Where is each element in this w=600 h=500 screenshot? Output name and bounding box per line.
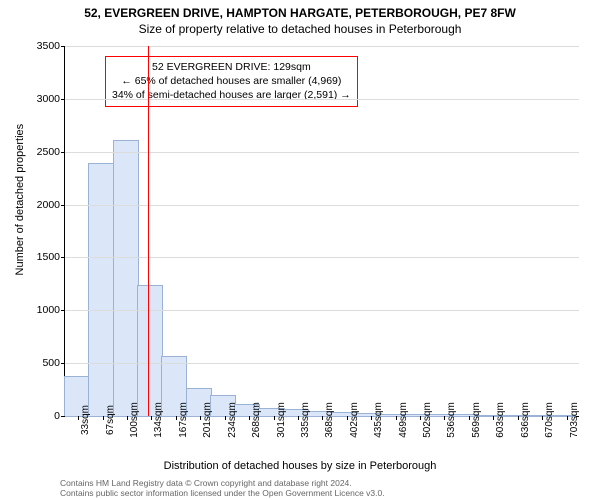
ytick-label: 0: [24, 410, 60, 422]
xtick-mark: [127, 416, 128, 420]
ytick-label: 500: [24, 357, 60, 369]
ytick-label: 1000: [24, 304, 60, 316]
x-axis-label: Distribution of detached houses by size …: [0, 460, 600, 472]
xtick-label: 402sqm: [349, 402, 360, 438]
chart-container: 52, EVERGREEN DRIVE, HAMPTON HARGATE, PE…: [0, 0, 600, 500]
xtick-mark: [420, 416, 421, 420]
xtick-label: 368sqm: [324, 402, 335, 438]
xtick-label: 502sqm: [422, 402, 433, 438]
ytick-mark: [61, 257, 65, 258]
xtick-label: 536sqm: [446, 402, 457, 438]
ytick-label: 1500: [24, 251, 60, 263]
xtick-label: 268sqm: [251, 402, 262, 438]
xtick-label: 234sqm: [227, 402, 238, 438]
ytick-label: 2500: [24, 146, 60, 158]
histogram-bar: [114, 141, 138, 416]
ytick-mark: [61, 205, 65, 206]
gridline: [65, 46, 579, 47]
xtick-label: 569sqm: [471, 402, 482, 438]
xtick-label: 603sqm: [495, 402, 506, 438]
xtick-mark: [225, 416, 226, 420]
xtick-mark: [103, 416, 104, 420]
xtick-label: 167sqm: [178, 402, 189, 438]
xtick-label: 703sqm: [569, 402, 580, 438]
xtick-label: 469sqm: [398, 402, 409, 438]
ytick-mark: [61, 363, 65, 364]
gridline: [65, 363, 579, 364]
xtick-mark: [78, 416, 79, 420]
xtick-label: 100sqm: [129, 402, 140, 438]
gridline: [65, 152, 579, 153]
ytick-mark: [61, 310, 65, 311]
ytick-mark: [61, 152, 65, 153]
footer-line1: Contains HM Land Registry data © Crown c…: [60, 478, 385, 488]
xtick-mark: [396, 416, 397, 420]
ytick-label: 2000: [24, 199, 60, 211]
ytick-mark: [61, 46, 65, 47]
gridline: [65, 205, 579, 206]
xtick-label: 134sqm: [153, 402, 164, 438]
ytick-label: 3500: [24, 40, 60, 52]
xtick-mark: [347, 416, 348, 420]
plot-area: 52 EVERGREEN DRIVE: 129sqm ← 65% of deta…: [64, 46, 579, 417]
ytick-label: 3000: [24, 93, 60, 105]
ytick-mark: [61, 416, 65, 417]
chart-title-address: 52, EVERGREEN DRIVE, HAMPTON HARGATE, PE…: [0, 0, 600, 20]
xtick-label: 201sqm: [202, 402, 213, 438]
gridline: [65, 257, 579, 258]
footer-attribution: Contains HM Land Registry data © Crown c…: [60, 478, 385, 498]
xtick-mark: [298, 416, 299, 420]
xtick-mark: [176, 416, 177, 420]
xtick-label: 33sqm: [80, 405, 91, 435]
xtick-mark: [518, 416, 519, 420]
footer-line2: Contains public sector information licen…: [60, 488, 385, 498]
xtick-label: 301sqm: [276, 402, 287, 438]
xtick-mark: [567, 416, 568, 420]
xtick-mark: [469, 416, 470, 420]
histogram-bar: [89, 164, 113, 416]
gridline: [65, 310, 579, 311]
gridline: [65, 99, 579, 100]
ytick-mark: [61, 99, 65, 100]
histogram-bar: [138, 286, 162, 416]
xtick-label: 670sqm: [544, 402, 555, 438]
xtick-label: 636sqm: [520, 402, 531, 438]
xtick-label: 435sqm: [373, 402, 384, 438]
xtick-label: 335sqm: [300, 402, 311, 438]
chart-subtitle: Size of property relative to detached ho…: [0, 20, 600, 36]
xtick-mark: [249, 416, 250, 420]
xtick-label: 67sqm: [105, 405, 116, 435]
reference-line: [148, 46, 149, 416]
xtick-mark: [274, 416, 275, 420]
